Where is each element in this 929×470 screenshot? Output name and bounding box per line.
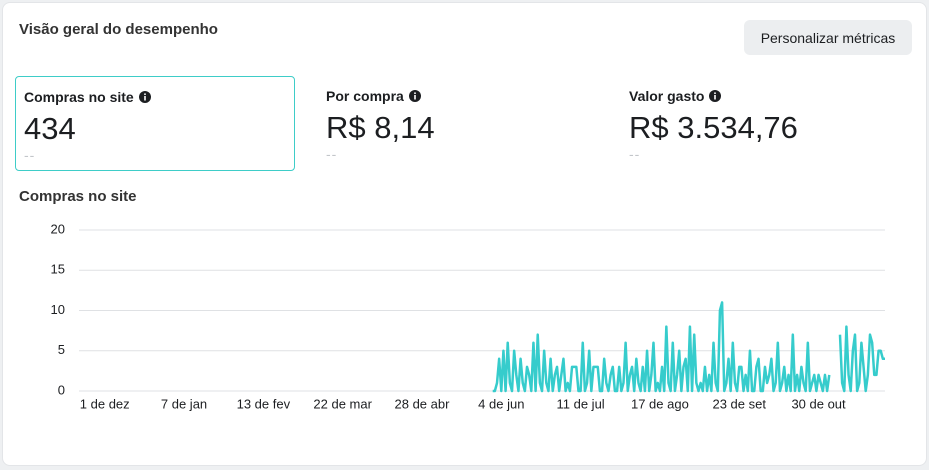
y-tick-label: 10 [51,302,65,317]
metric-label-row: Por compra [326,88,421,104]
metric-card[interactable]: Compras no site 434 -- [15,76,295,171]
metric-label: Por compra [326,88,404,104]
metric-label: Valor gasto [629,88,705,104]
info-icon[interactable] [408,90,421,102]
card-title: Visão geral do desempenho [19,21,218,38]
x-tick-label: 22 de mar [313,396,372,411]
x-tick-label: 7 de jan [161,396,207,411]
metric-label-row: Compras no site [24,89,151,105]
y-tick-label: 0 [58,382,65,397]
x-tick-label: 17 de ago [631,396,689,411]
x-tick-label: 1 de dez [80,396,130,411]
x-tick-label: 28 de abr [395,396,451,411]
x-tick-label: 4 de jun [478,396,524,411]
metric-comparison: -- [629,146,641,162]
data-line [492,301,885,393]
metric-value: 434 [24,111,76,146]
chart: 0 5 10 15 20 1 de dez 7 de jan 13 de fev 22 de m… [51,221,885,411]
x-tick-label: 23 de set [712,396,766,411]
metric-value: R$ 3.534,76 [629,110,798,145]
metric-label-row: Valor gasto [629,88,722,104]
customize-button[interactable]: Personalizar métricas [744,20,912,55]
info-icon[interactable] [709,90,722,102]
x-tick-label: 30 de out [791,396,846,411]
metric-comparison: -- [24,147,36,163]
y-tick-label: 20 [51,221,65,236]
x-tick-label: 13 de fev [237,396,291,411]
info-icon[interactable] [138,91,151,103]
metric-value: R$ 8,14 [326,110,435,145]
x-tick-label: 11 de jul [557,396,605,411]
metric-label: Compras no site [24,89,134,105]
chart-title: Compras no site [19,188,137,205]
y-tick-label: 15 [51,262,65,277]
y-tick-label: 5 [58,342,65,357]
metric-comparison: -- [326,146,338,162]
metric-card[interactable]: Valor gasto R$ 3.534,76 -- [621,76,901,171]
metric-card[interactable]: Por compra R$ 8,14 -- [318,76,598,171]
